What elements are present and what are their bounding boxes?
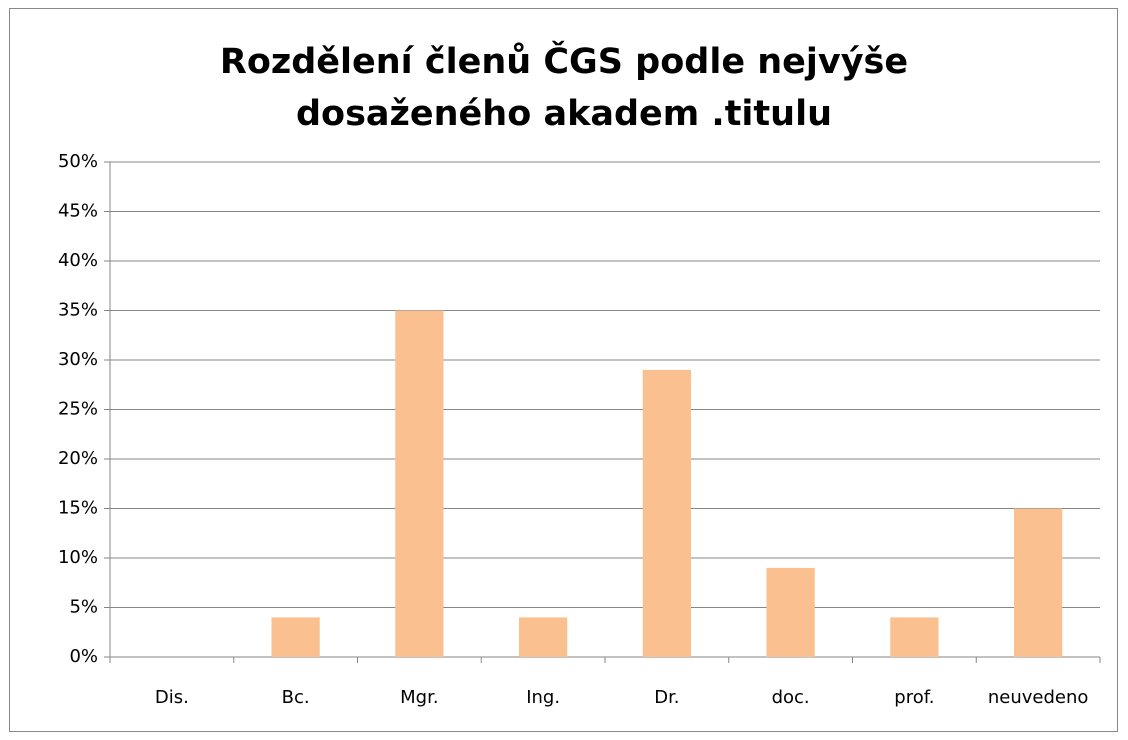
- bar: [642, 369, 692, 657]
- bar: [271, 617, 320, 657]
- x-tick-label: Bc.: [282, 687, 310, 708]
- y-tick-label: 50%: [58, 151, 98, 172]
- x-tick-label: Dis.: [155, 687, 189, 708]
- chart-title: Rozdělení členů ČGS podle nejvýše dosaže…: [219, 42, 909, 134]
- y-tick-label: 45%: [58, 201, 98, 222]
- bar: [766, 567, 815, 657]
- y-tick-label: 15%: [58, 498, 98, 519]
- y-tick-label: 5%: [69, 597, 98, 618]
- bar: [890, 617, 939, 657]
- chart-frame: [9, 8, 1118, 732]
- bar: [518, 617, 568, 657]
- y-tick-label: 20%: [58, 448, 98, 469]
- y-tick-label: 10%: [58, 547, 98, 568]
- bar: [395, 310, 444, 657]
- x-tick-label: doc.: [772, 687, 810, 708]
- y-tick-label: 0%: [69, 646, 98, 667]
- x-tick-label: Ing.: [526, 687, 560, 708]
- x-tick-label: Mgr.: [400, 687, 438, 708]
- y-tick-label: 30%: [58, 349, 98, 370]
- bar: [1013, 508, 1063, 657]
- x-tick-label: Dr.: [654, 687, 679, 708]
- x-tick-label: prof.: [894, 687, 934, 708]
- x-tick-label: neuvedeno: [988, 687, 1089, 708]
- y-tick-label: 25%: [58, 399, 98, 420]
- y-tick-label: 40%: [58, 250, 98, 271]
- y-tick-label: 35%: [58, 300, 98, 321]
